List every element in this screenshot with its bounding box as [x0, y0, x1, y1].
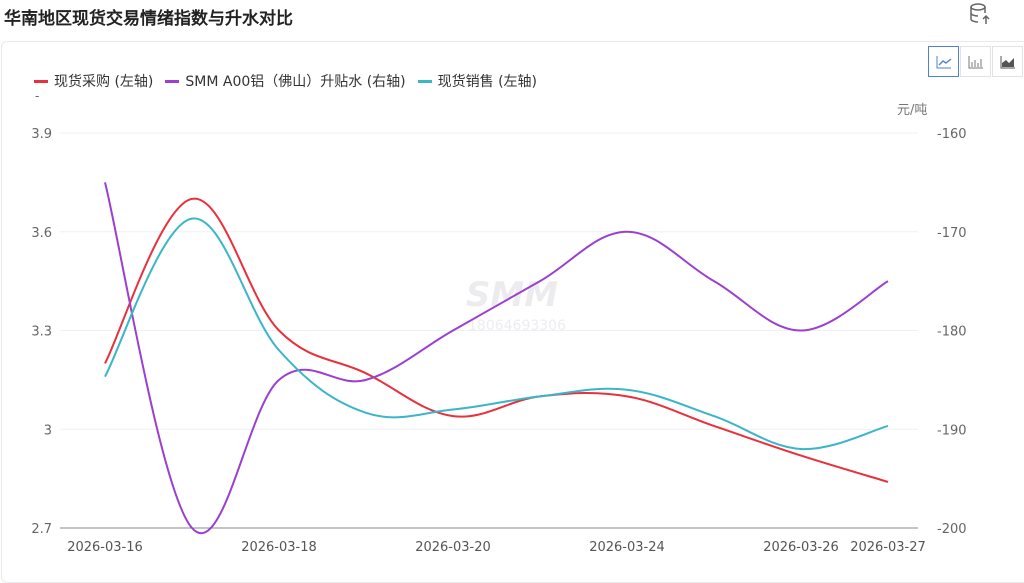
watermark-number: 18064693306	[468, 318, 566, 334]
x-axis-tick: 2026-03-24	[589, 540, 665, 555]
right-axis-tick: -160	[937, 127, 967, 142]
bar-chart-button[interactable]	[960, 46, 991, 77]
right-axis-tick: -170	[937, 226, 967, 241]
series-line-1	[104, 182, 889, 534]
right-axis-label: 元/吨	[897, 103, 927, 118]
series-line-0	[104, 197, 889, 483]
legend-item[interactable]: 现货采购 (左轴)	[34, 71, 153, 91]
legend-swatch	[417, 79, 432, 83]
left-axis-tick: 3	[44, 423, 52, 438]
left-axis-label: -	[35, 89, 39, 103]
left-axis-tick: 3.9	[31, 127, 52, 142]
chart-type-toolbar	[927, 46, 1023, 77]
right-axis-tick: -180	[937, 325, 967, 340]
legend-label: SMM A00铝（佛山）升贴水 (右轴)	[185, 74, 406, 90]
left-axis-tick: 3.6	[31, 226, 52, 241]
watermark-logo: SMM	[466, 275, 558, 315]
left-axis-tick: 2.7	[31, 522, 52, 537]
left-axis-tick: 3.3	[31, 325, 52, 340]
x-axis-tick: 2026-03-18	[241, 540, 317, 555]
x-axis-tick: 2026-03-16	[67, 540, 143, 555]
right-axis-tick: -190	[937, 423, 967, 438]
legend-item[interactable]: SMM A00铝（佛山）升贴水 (右轴)	[165, 71, 406, 91]
series-line-2	[104, 217, 889, 451]
database-export-icon[interactable]	[968, 2, 992, 26]
legend-label: 现货销售 (左轴)	[437, 74, 538, 90]
right-axis-tick: -200	[937, 522, 967, 537]
legend-item[interactable]: 现货销售 (左轴)	[417, 71, 538, 91]
x-axis-tick: 2026-03-26	[763, 540, 839, 555]
line-chart-icon	[936, 55, 951, 68]
page-title: 华南地区现货交易情绪指数与升水对比	[4, 9, 293, 29]
area-chart-icon	[1000, 55, 1015, 68]
legend-swatch	[165, 79, 180, 83]
chart-legend: 现货采购 (左轴) SMM A00铝（佛山）升贴水 (右轴) 现货销售 (左轴)	[34, 71, 549, 91]
line-chart: SMM 18064693306 3.9 -160 3.6 -170 3.3 -180 3 -190…	[31, 89, 967, 555]
legend-label: 现货采购 (左轴)	[54, 74, 154, 90]
area-chart-button[interactable]	[992, 46, 1023, 77]
legend-swatch	[34, 79, 48, 83]
bar-chart-icon	[968, 55, 983, 68]
line-chart-button[interactable]	[928, 46, 959, 77]
x-axis-tick: 2026-03-27	[850, 540, 926, 555]
x-axis-tick: 2026-03-20	[415, 540, 491, 555]
